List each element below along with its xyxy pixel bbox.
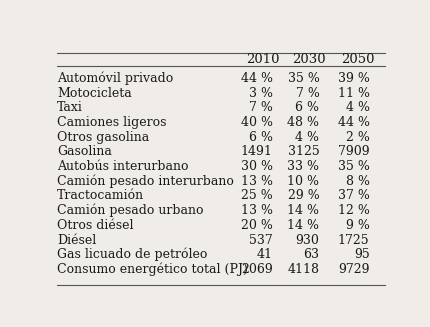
Text: Camiones ligeros: Camiones ligeros — [57, 116, 166, 129]
Text: 29 %: 29 % — [287, 189, 319, 202]
Text: 40 %: 40 % — [240, 116, 272, 129]
Text: 1491: 1491 — [240, 145, 272, 158]
Text: 41: 41 — [256, 248, 272, 261]
Text: 37 %: 37 % — [337, 189, 369, 202]
Text: 14 %: 14 % — [287, 204, 319, 217]
Text: Autobús interurbano: Autobús interurbano — [57, 160, 188, 173]
Text: 8 %: 8 % — [345, 175, 369, 188]
Text: 13 %: 13 % — [240, 204, 272, 217]
Text: 2069: 2069 — [240, 263, 272, 276]
Text: Otros diésel: Otros diésel — [57, 219, 133, 232]
Text: 63: 63 — [303, 248, 319, 261]
Text: 10 %: 10 % — [287, 175, 319, 188]
Text: Consumo energético total (PJ): Consumo energético total (PJ) — [57, 263, 248, 276]
Text: 930: 930 — [295, 233, 319, 247]
Text: Motocicleta: Motocicleta — [57, 87, 132, 99]
Text: 44 %: 44 % — [240, 72, 272, 85]
Text: 9729: 9729 — [337, 263, 369, 276]
Text: Gasolina: Gasolina — [57, 145, 112, 158]
Text: 4 %: 4 % — [345, 101, 369, 114]
Text: 4 %: 4 % — [295, 131, 319, 144]
Text: 44 %: 44 % — [337, 116, 369, 129]
Text: 13 %: 13 % — [240, 175, 272, 188]
Text: 35 %: 35 % — [287, 72, 319, 85]
Text: 12 %: 12 % — [337, 204, 369, 217]
Text: Camión pesado interurbano: Camión pesado interurbano — [57, 175, 233, 188]
Text: 9 %: 9 % — [345, 219, 369, 232]
Text: 48 %: 48 % — [287, 116, 319, 129]
Text: Diésel: Diésel — [57, 233, 96, 247]
Text: 3 %: 3 % — [248, 87, 272, 99]
Text: 2010: 2010 — [246, 53, 279, 66]
Text: 537: 537 — [249, 233, 272, 247]
Text: Automóvil privado: Automóvil privado — [57, 72, 173, 85]
Text: Otros gasolina: Otros gasolina — [57, 131, 149, 144]
Text: 7 %: 7 % — [295, 87, 319, 99]
Text: 14 %: 14 % — [287, 219, 319, 232]
Text: 25 %: 25 % — [240, 189, 272, 202]
Text: 20 %: 20 % — [240, 219, 272, 232]
Text: 30 %: 30 % — [240, 160, 272, 173]
Text: 39 %: 39 % — [337, 72, 369, 85]
Text: 95: 95 — [353, 248, 369, 261]
Text: 2050: 2050 — [340, 53, 374, 66]
Text: 11 %: 11 % — [337, 87, 369, 99]
Text: 2 %: 2 % — [345, 131, 369, 144]
Text: Camión pesado urbano: Camión pesado urbano — [57, 204, 203, 217]
Text: Tractocamión: Tractocamión — [57, 189, 144, 202]
Text: 7 %: 7 % — [248, 101, 272, 114]
Text: 6 %: 6 % — [295, 101, 319, 114]
Text: 6 %: 6 % — [248, 131, 272, 144]
Text: 2030: 2030 — [292, 53, 326, 66]
Text: 33 %: 33 % — [287, 160, 319, 173]
Text: 4118: 4118 — [287, 263, 319, 276]
Text: 7909: 7909 — [337, 145, 369, 158]
Text: 3125: 3125 — [287, 145, 319, 158]
Text: Gas licuado de petróleo: Gas licuado de petróleo — [57, 248, 207, 262]
Text: 1725: 1725 — [337, 233, 369, 247]
Text: 35 %: 35 % — [337, 160, 369, 173]
Text: Taxi: Taxi — [57, 101, 83, 114]
